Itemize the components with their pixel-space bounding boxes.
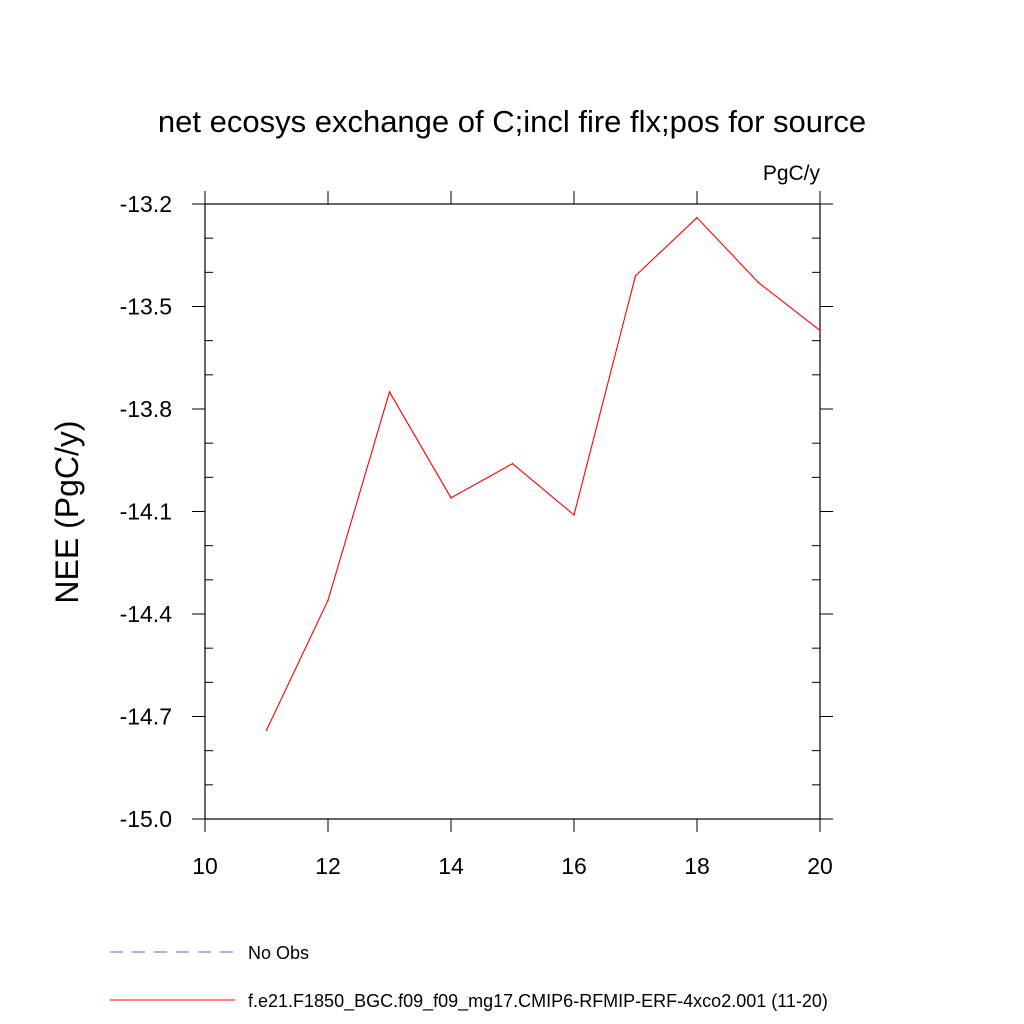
series-line-0 [266, 216, 821, 731]
x-tick-label: 14 [438, 853, 464, 879]
y-tick-label: -14.7 [120, 704, 172, 730]
axis-ticks: 10 12 14 16 18 20 -13.2 -13.5 -13.8 -14.1 -14.4 -14… [120, 191, 833, 879]
x-tick-label: 18 [684, 853, 710, 879]
y-tick-label: -13.2 [120, 191, 172, 217]
data-point [696, 216, 698, 219]
series-group [265, 216, 821, 731]
chart-title: net ecosys exchange of C;incl fire flx;p… [158, 104, 866, 139]
data-point [819, 329, 821, 332]
data-point [265, 729, 268, 731]
y-tick-label: -13.5 [120, 294, 172, 320]
units-label: PgC/y [763, 162, 821, 185]
plot-frame [204, 203, 821, 820]
x-tick-label: 10 [192, 853, 218, 879]
y-tick-label: -14.4 [120, 601, 173, 627]
data-point [327, 599, 329, 602]
data-point [450, 497, 452, 499]
y-tick-label: -15.0 [120, 806, 172, 832]
data-point [388, 391, 391, 393]
y-axis-label: NEE (PgC/y) [49, 420, 85, 603]
x-tick-label: 16 [561, 853, 587, 879]
y-tick-label: -13.8 [120, 396, 172, 422]
legend-label-model: f.e21.F1850_BGC.f09_f09_mg17.CMIP6-RFMIP… [248, 991, 828, 1012]
data-point [511, 462, 514, 465]
legend-label-no-obs: No Obs [248, 943, 309, 963]
x-tick-label: 20 [807, 853, 833, 879]
data-point [757, 281, 760, 284]
y-tick-label: -14.1 [120, 499, 172, 525]
x-tick-label: 12 [315, 853, 341, 879]
data-point [634, 274, 637, 277]
data-point [573, 514, 575, 516]
